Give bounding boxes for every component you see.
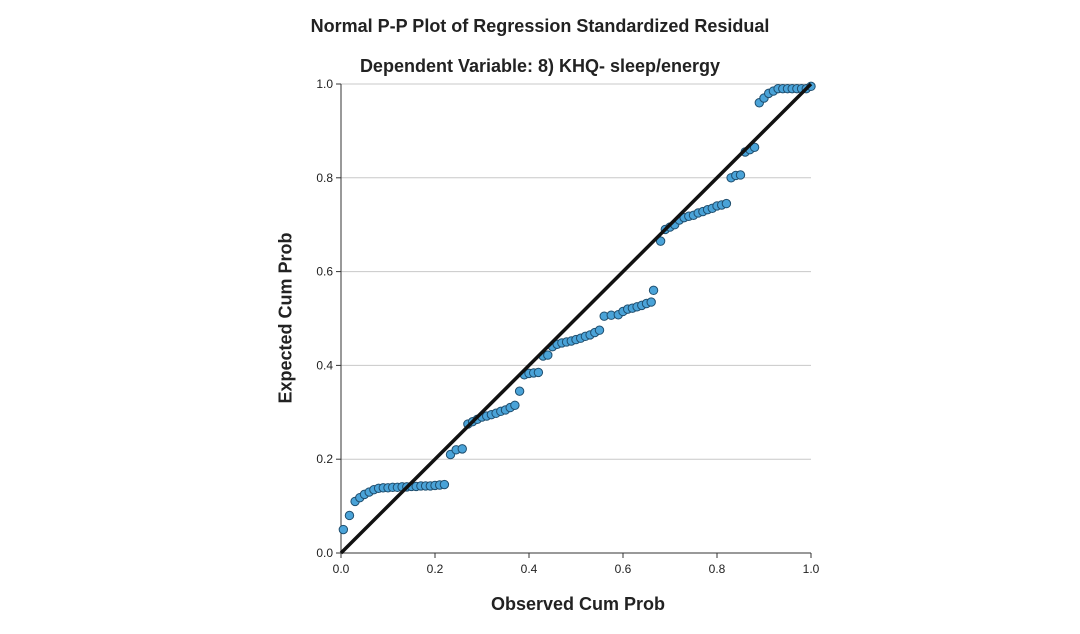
reference-line-group — [339, 82, 813, 555]
data-point-85 — [749, 142, 760, 153]
y-tick-labels: 0.0 0.2 0.4 0.6 0.8 1.0 — [316, 77, 341, 560]
data-point-21 — [439, 479, 450, 490]
data-point-64 — [648, 285, 659, 296]
y-tick-label-0: 0.0 — [316, 546, 333, 560]
x-tick-label-1: 0.2 — [427, 562, 444, 576]
y-tick-label-2: 0.4 — [316, 358, 333, 372]
y-axis-label: Expected Cum Prob — [275, 232, 296, 404]
data-point-24 — [457, 444, 467, 454]
data-point-63 — [646, 297, 656, 307]
data-point-0 — [338, 524, 349, 535]
x-axis-label: Observed Cum Prob — [490, 594, 666, 614]
x-tick-label-5: 1.0 — [803, 562, 820, 576]
chart-title: Normal P-P Plot of Regression Standardiz… — [310, 16, 770, 36]
data-point-40 — [533, 367, 544, 378]
x-tick-label-4: 0.8 — [709, 562, 726, 576]
data-point-1 — [344, 510, 355, 521]
data-point-82 — [735, 170, 746, 180]
y-tick-label-5: 1.0 — [316, 77, 333, 91]
data-point-79 — [721, 198, 732, 209]
x-tick-labels: 0.0 0.2 0.4 0.6 0.8 1.0 — [333, 553, 820, 576]
data-point-35 — [510, 400, 520, 410]
data-point-36 — [514, 386, 525, 396]
axes — [340, 84, 811, 554]
data-point-65 — [655, 236, 666, 246]
data-point-42 — [543, 350, 553, 360]
y-tick-label-1: 0.2 — [316, 452, 333, 466]
chart-subtitle: Dependent Variable: 8) KHQ- sleep/energy — [359, 56, 721, 76]
x-tick-label-0: 0.0 — [333, 562, 350, 576]
y-tick-label-3: 0.6 — [316, 265, 333, 279]
grid-lines — [341, 83, 811, 460]
x-tick-label-3: 0.6 — [615, 562, 632, 576]
reference-line — [339, 82, 813, 555]
data-point-53 — [594, 325, 605, 335]
y-tick-label-4: 0.8 — [316, 171, 333, 185]
x-tick-label-2: 0.4 — [521, 562, 538, 576]
